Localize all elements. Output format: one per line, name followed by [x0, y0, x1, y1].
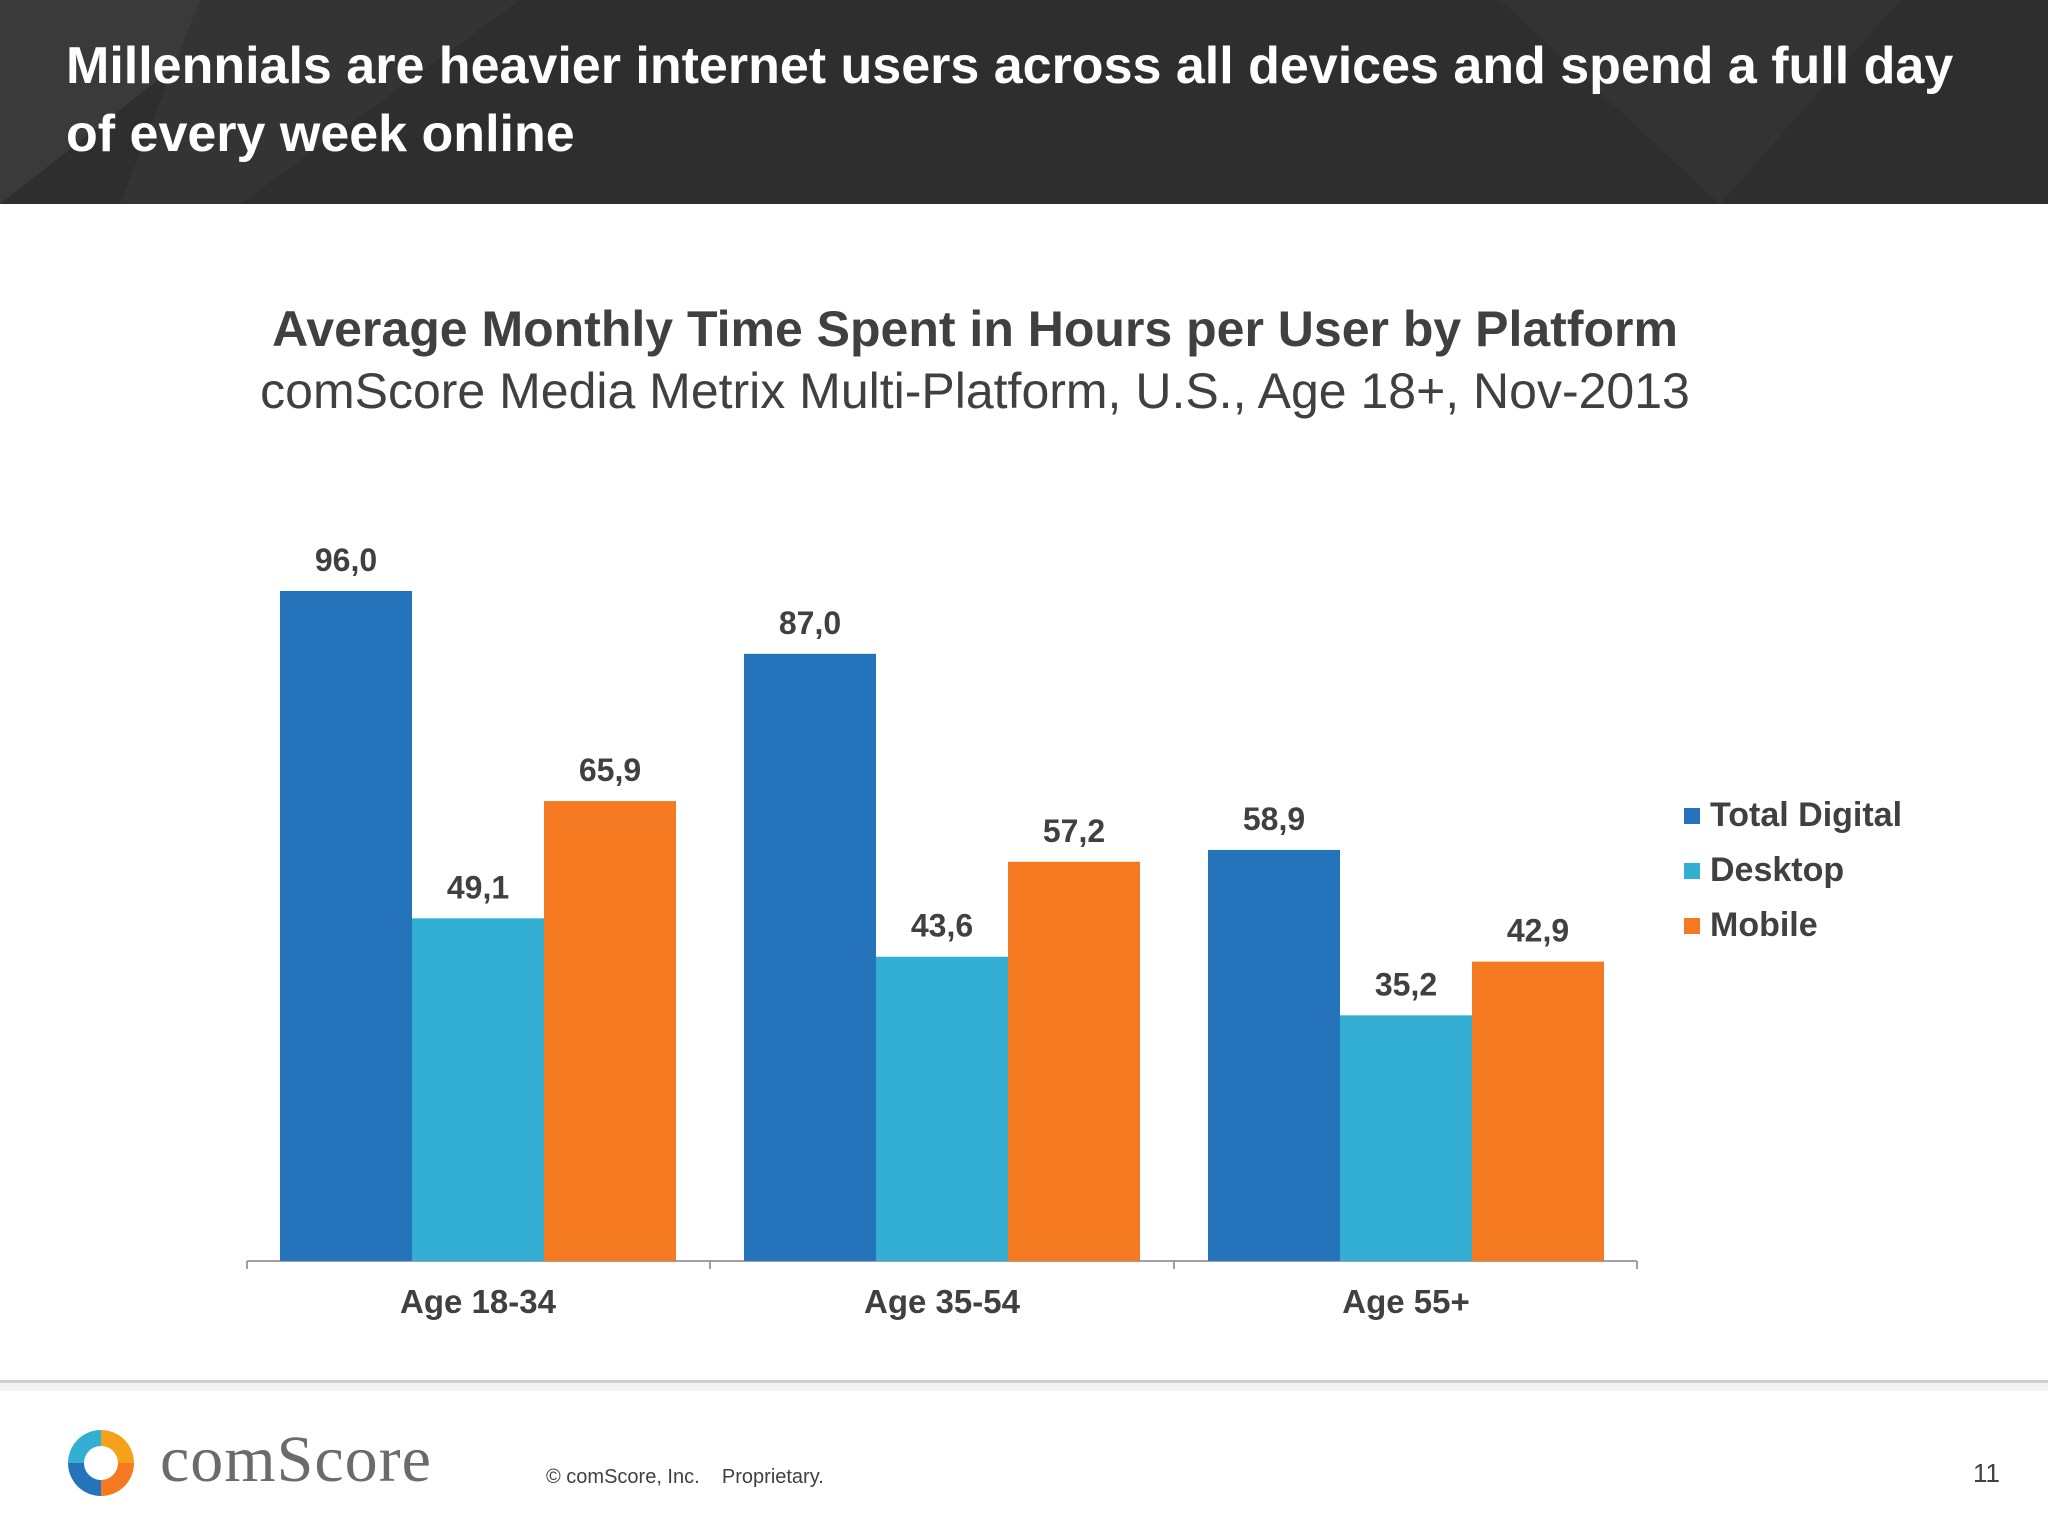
data-label: 35,2 [1375, 966, 1437, 1002]
proprietary-text: Proprietary. [721, 1466, 824, 1488]
header-banner: Millennials are heavier internet users a… [0, 0, 2048, 204]
bar-mobile-3 [1472, 961, 1604, 1261]
header-background-shapes [0, 0, 1900, 204]
bar-desktop-2 [876, 956, 1008, 1261]
data-label: 96,0 [315, 542, 377, 578]
bar-desktop-1 [412, 918, 544, 1261]
legend-swatch-total-digital [1684, 807, 1700, 824]
bar-mobile-1 [544, 801, 676, 1261]
footer-band [0, 1383, 2048, 1391]
legend-item-mobile: Mobile [1684, 898, 1902, 953]
chart-subtitle: comScore Media Metrix Multi-Platform, U.… [260, 363, 1690, 419]
bar-desktop-3 [1340, 1015, 1472, 1261]
legend-label-desktop: Desktop [1710, 851, 1845, 889]
legend-swatch-desktop [1684, 862, 1700, 879]
bar-total-digital-1 [280, 591, 412, 1261]
footer-divider [0, 1380, 2048, 1383]
copyright-notice: © comScore, Inc. Proprietary. [546, 1466, 824, 1489]
x-tick-label: Age 35-54 [864, 1283, 1021, 1320]
legend-label-mobile: Mobile [1710, 906, 1818, 944]
data-label: 87,0 [779, 605, 841, 641]
legend-swatch-mobile [1684, 917, 1700, 934]
data-label: 42,9 [1507, 913, 1569, 949]
copyright-text: © comScore, Inc. [546, 1466, 700, 1488]
data-label: 58,9 [1243, 801, 1305, 837]
legend-item-total-digital: Total Digital [1684, 788, 1902, 843]
x-tick-label: Age 55+ [1342, 1283, 1470, 1320]
page-number: 11 [1973, 1458, 2000, 1488]
legend-label-total-digital: Total Digital [1710, 796, 1903, 834]
bar-mobile-2 [1008, 861, 1140, 1261]
data-label: 49,1 [447, 869, 509, 905]
slide-title: Millennials are heavier internet users a… [66, 37, 1954, 163]
chart-title: Average Monthly Time Spent in Hours per … [272, 301, 1678, 357]
bar-total-digital-3 [1208, 849, 1340, 1261]
bar-total-digital-2 [744, 653, 876, 1261]
x-tick-label: Age 18-34 [400, 1283, 557, 1320]
chart-legend: Total Digital Desktop Mobile [1684, 788, 1902, 953]
data-label: 57,2 [1043, 813, 1105, 849]
data-label: 43,6 [911, 908, 973, 944]
data-label: 65,9 [579, 752, 641, 788]
legend-item-desktop: Desktop [1684, 843, 1902, 898]
comscore-logo-text: comScore [160, 1423, 432, 1496]
comscore-logo-icon [68, 1430, 134, 1496]
